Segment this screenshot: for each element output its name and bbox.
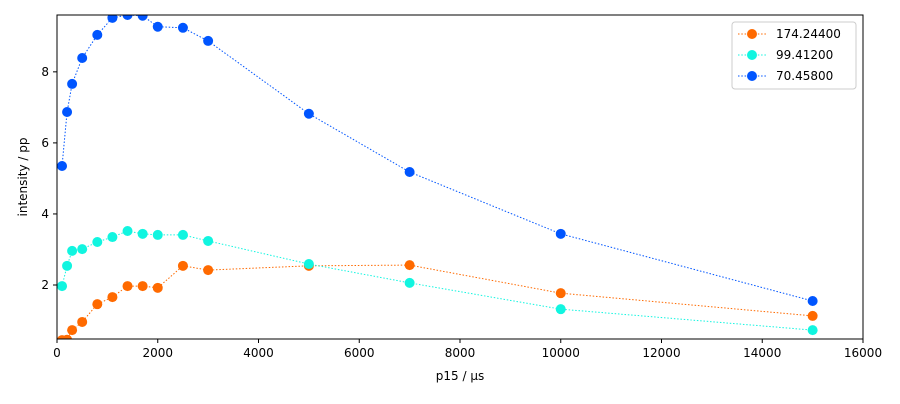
data-point <box>62 106 73 117</box>
legend-marker <box>747 29 757 39</box>
data-point <box>57 281 68 292</box>
legend-label: 70.45800 <box>776 69 833 83</box>
data-point <box>807 295 818 306</box>
legend-marker <box>747 71 757 81</box>
data-point <box>137 281 148 292</box>
data-point <box>122 281 133 292</box>
data-point <box>555 228 566 239</box>
data-point <box>122 15 133 20</box>
x-tick-label: 10000 <box>542 346 580 360</box>
data-point <box>203 235 214 246</box>
x-tick-label: 0 <box>53 346 61 360</box>
data-point <box>92 29 103 40</box>
data-point <box>303 108 314 119</box>
data-point <box>303 259 314 270</box>
series-line-70.45800 <box>61 15 813 302</box>
legend-label: 174.24400 <box>776 27 841 41</box>
data-point <box>807 310 818 321</box>
x-tick-label: 2000 <box>142 346 173 360</box>
data-point <box>807 325 818 336</box>
data-point <box>62 334 73 339</box>
data-point <box>67 325 78 336</box>
data-point <box>555 304 566 315</box>
y-axis-label: intensity / pp <box>16 138 30 217</box>
data-point <box>77 244 88 255</box>
data-point <box>107 232 118 243</box>
y-tick-label: 2 <box>41 278 49 292</box>
legend: 174.24400 99.41200 70.45800 <box>731 21 857 90</box>
x-tick-label: 6000 <box>344 346 375 360</box>
x-tick-label: 16000 <box>844 346 882 360</box>
data-point <box>177 22 188 33</box>
legend-label: 99.41200 <box>776 48 833 62</box>
data-point <box>107 292 118 303</box>
data-point <box>152 229 163 240</box>
data-point <box>152 21 163 32</box>
data-point <box>177 229 188 240</box>
data-point <box>92 299 103 310</box>
x-tick-label: 8000 <box>445 346 476 360</box>
x-tick-label: 12000 <box>642 346 680 360</box>
data-point <box>555 288 566 299</box>
data-point <box>77 316 88 327</box>
data-point <box>137 228 148 239</box>
data-point <box>152 282 163 293</box>
y-tick-label: 8 <box>41 65 49 79</box>
data-point <box>57 160 68 171</box>
data-point <box>404 277 415 288</box>
data-point <box>62 260 73 271</box>
x-axis-label: p15 / µs <box>436 369 484 383</box>
data-point <box>92 237 103 248</box>
data-point <box>404 167 415 178</box>
series-line-99.41200 <box>61 230 813 331</box>
data-point <box>67 78 78 89</box>
x-tick-label: 14000 <box>743 346 781 360</box>
data-point <box>122 226 133 236</box>
data-point <box>177 260 188 271</box>
data-point <box>137 15 148 21</box>
data-point <box>67 245 78 256</box>
legend-box <box>731 21 857 90</box>
data-point <box>404 260 415 271</box>
y-tick-label: 6 <box>41 136 49 150</box>
data-point <box>77 52 88 63</box>
data-point <box>107 15 118 23</box>
x-tick-label: 4000 <box>243 346 274 360</box>
y-tick-label: 4 <box>41 207 49 221</box>
data-point <box>203 265 214 276</box>
data-point <box>203 35 214 46</box>
legend-marker <box>747 50 757 60</box>
series-line-174.24400 <box>66 264 813 339</box>
